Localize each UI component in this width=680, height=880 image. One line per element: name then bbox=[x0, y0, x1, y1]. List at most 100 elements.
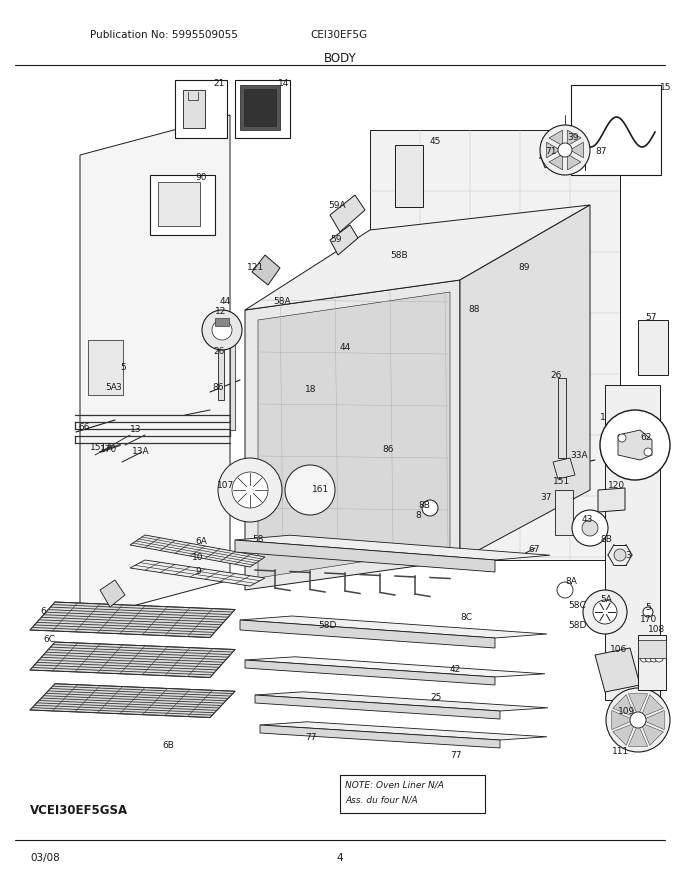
Polygon shape bbox=[235, 535, 550, 560]
Text: 5A: 5A bbox=[600, 596, 612, 605]
Text: 77: 77 bbox=[305, 734, 316, 743]
Polygon shape bbox=[245, 656, 545, 677]
Circle shape bbox=[557, 582, 573, 598]
Text: 26: 26 bbox=[213, 348, 224, 356]
Polygon shape bbox=[240, 616, 547, 638]
Text: VCEI30EF5GSA: VCEI30EF5GSA bbox=[30, 803, 128, 817]
Polygon shape bbox=[30, 684, 235, 717]
Polygon shape bbox=[235, 540, 495, 572]
Text: 6A: 6A bbox=[195, 538, 207, 546]
Polygon shape bbox=[30, 642, 235, 678]
Circle shape bbox=[640, 654, 648, 662]
Text: CEI30EF5G: CEI30EF5G bbox=[310, 30, 367, 40]
Text: 59A: 59A bbox=[328, 201, 345, 209]
Polygon shape bbox=[642, 710, 664, 730]
Polygon shape bbox=[130, 535, 265, 567]
Text: 109: 109 bbox=[618, 708, 635, 716]
Polygon shape bbox=[260, 725, 500, 748]
Circle shape bbox=[540, 125, 590, 175]
Text: Publication No: 5995509055: Publication No: 5995509055 bbox=[90, 30, 238, 40]
Circle shape bbox=[422, 500, 438, 516]
Circle shape bbox=[202, 310, 242, 350]
Polygon shape bbox=[605, 385, 660, 700]
Polygon shape bbox=[240, 620, 495, 648]
Polygon shape bbox=[130, 560, 265, 586]
Text: 86: 86 bbox=[382, 445, 394, 454]
Polygon shape bbox=[628, 693, 647, 716]
Text: 87: 87 bbox=[595, 148, 607, 157]
Circle shape bbox=[232, 472, 268, 508]
Text: 8C: 8C bbox=[460, 613, 472, 622]
Polygon shape bbox=[255, 692, 548, 711]
Polygon shape bbox=[595, 648, 640, 692]
Circle shape bbox=[480, 350, 500, 370]
Polygon shape bbox=[641, 722, 664, 745]
Bar bbox=[218, 340, 224, 400]
Circle shape bbox=[645, 654, 653, 662]
Circle shape bbox=[212, 320, 232, 340]
Polygon shape bbox=[330, 225, 358, 255]
Text: 66: 66 bbox=[78, 423, 90, 432]
Text: 58B: 58B bbox=[390, 251, 407, 260]
Polygon shape bbox=[260, 722, 547, 740]
Polygon shape bbox=[460, 205, 590, 560]
Polygon shape bbox=[540, 145, 560, 168]
Bar bbox=[555, 490, 573, 535]
Text: 44: 44 bbox=[220, 297, 231, 306]
Text: 58D: 58D bbox=[568, 620, 586, 629]
Text: 151: 151 bbox=[553, 478, 571, 487]
Polygon shape bbox=[252, 255, 280, 285]
Text: BODY: BODY bbox=[324, 52, 356, 65]
Text: 107: 107 bbox=[217, 480, 234, 489]
Bar bbox=[183, 90, 205, 128]
Polygon shape bbox=[255, 695, 500, 719]
Polygon shape bbox=[245, 205, 590, 310]
Polygon shape bbox=[330, 195, 365, 232]
Text: 12: 12 bbox=[215, 307, 226, 317]
Text: 42: 42 bbox=[450, 665, 461, 674]
Polygon shape bbox=[641, 694, 664, 717]
Text: 58: 58 bbox=[252, 536, 264, 545]
Text: 88: 88 bbox=[468, 305, 479, 314]
Polygon shape bbox=[618, 430, 652, 460]
Circle shape bbox=[630, 712, 646, 728]
Text: 58C: 58C bbox=[568, 600, 585, 610]
Text: 44: 44 bbox=[340, 343, 352, 353]
Polygon shape bbox=[258, 292, 450, 578]
Text: 8B: 8B bbox=[600, 536, 612, 545]
Text: 67: 67 bbox=[528, 546, 539, 554]
Text: 170: 170 bbox=[100, 445, 117, 454]
Text: 6B: 6B bbox=[162, 740, 174, 750]
Text: 10: 10 bbox=[192, 554, 203, 562]
Text: 33A: 33A bbox=[570, 451, 588, 459]
Text: 45: 45 bbox=[430, 137, 441, 146]
Text: 14: 14 bbox=[278, 78, 290, 87]
Polygon shape bbox=[598, 488, 625, 512]
Circle shape bbox=[558, 143, 572, 157]
Circle shape bbox=[644, 448, 652, 456]
Text: 86: 86 bbox=[212, 384, 224, 392]
Circle shape bbox=[650, 654, 658, 662]
Bar bbox=[395, 145, 423, 207]
Text: 21: 21 bbox=[213, 78, 224, 87]
Polygon shape bbox=[100, 580, 125, 607]
Circle shape bbox=[593, 600, 617, 624]
Text: 03/08: 03/08 bbox=[30, 853, 60, 863]
Text: 108: 108 bbox=[648, 626, 665, 634]
Text: 58D: 58D bbox=[318, 620, 337, 629]
Text: 5: 5 bbox=[120, 363, 126, 372]
Text: 6C: 6C bbox=[43, 635, 55, 644]
Bar bbox=[244, 89, 276, 126]
Polygon shape bbox=[570, 143, 583, 158]
Text: 77: 77 bbox=[450, 751, 462, 759]
Text: 1: 1 bbox=[600, 414, 606, 422]
Circle shape bbox=[582, 520, 598, 536]
Circle shape bbox=[600, 410, 670, 480]
Text: 111: 111 bbox=[612, 747, 629, 757]
Text: 9: 9 bbox=[195, 568, 201, 576]
Circle shape bbox=[606, 688, 670, 752]
Text: 13: 13 bbox=[130, 426, 141, 435]
Text: 8A: 8A bbox=[565, 577, 577, 586]
Bar bbox=[88, 340, 123, 395]
Polygon shape bbox=[628, 724, 647, 746]
